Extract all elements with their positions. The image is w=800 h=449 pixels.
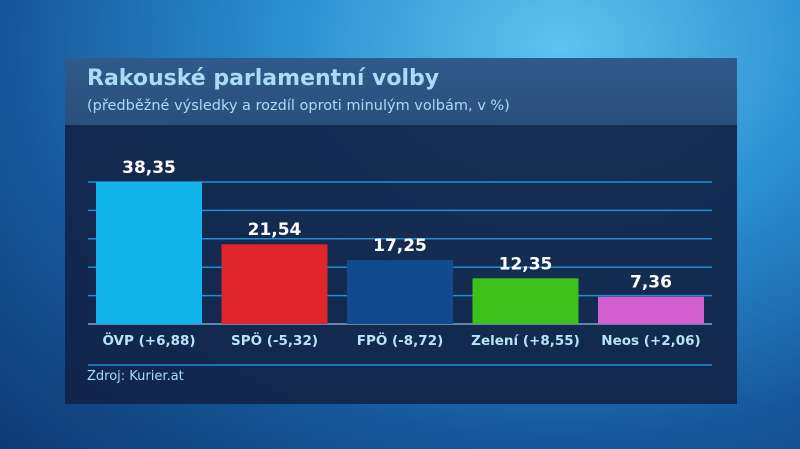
bar <box>221 244 328 324</box>
bar <box>96 182 202 324</box>
value-label: 17,25 <box>373 236 427 256</box>
category-label: FPÖ (-8,72) <box>357 331 444 349</box>
bar-chart: 38,35 ÖVP (+6,88) 21,54 SPÖ (-5,32) 17,25 FPÖ… <box>88 158 712 366</box>
chart-panel: Rakouské parlamentní volby (předběžné vý… <box>65 58 737 404</box>
value-label: 12,35 <box>499 254 553 274</box>
category-label: Neos (+2,06) <box>601 333 700 349</box>
chart-title: Rakouské parlamentní volby <box>87 66 440 91</box>
bar <box>598 296 704 324</box>
chart-subtitle: (předběžné výsledky a rozdíl oproti minu… <box>87 98 510 114</box>
source-note: Zdroj: Kurier.at <box>87 369 184 384</box>
value-label: 38,35 <box>122 158 176 178</box>
bar <box>472 278 579 324</box>
category-label: Zelení (+8,55) <box>471 333 580 349</box>
chart-header: Rakouské parlamentní volby (předběžné vý… <box>65 58 737 125</box>
category-label: SPÖ (-5,32) <box>231 331 318 349</box>
category-label: ÖVP (+6,88) <box>102 331 195 349</box>
value-label: 21,54 <box>248 220 302 240</box>
value-label: 7,36 <box>630 273 672 293</box>
bar <box>347 260 453 324</box>
